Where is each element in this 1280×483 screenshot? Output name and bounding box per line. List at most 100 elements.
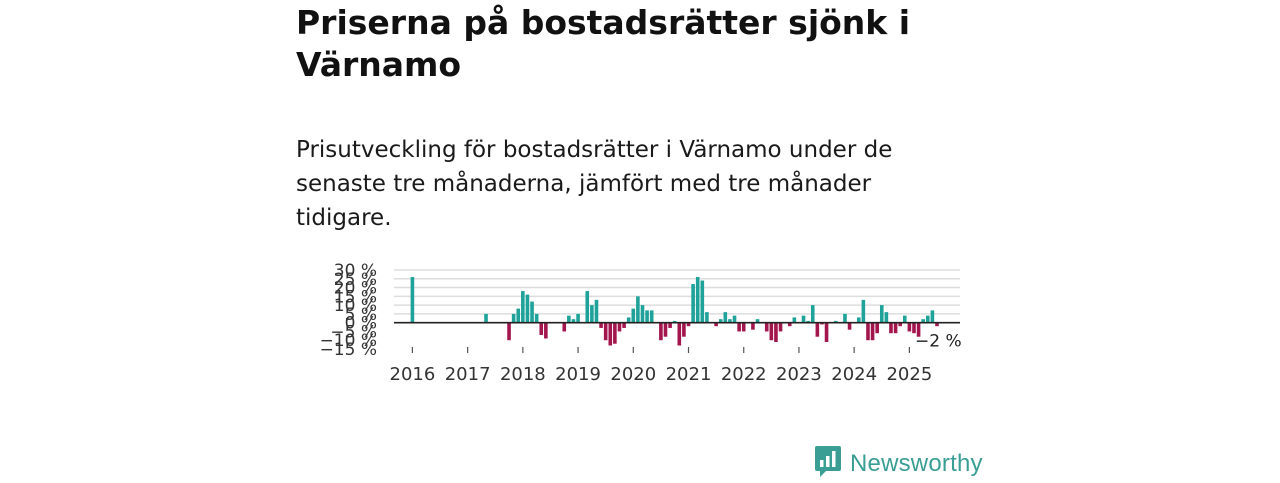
bar <box>659 322 663 341</box>
bar <box>516 308 521 323</box>
y-tick-label: −15 % <box>320 340 377 360</box>
y-tick-label: 5 % <box>345 305 377 325</box>
y-axis-tick-labels: 30 %25 %20 %15 %10 %5 %0 %−5 %−10 %−15 % <box>320 261 377 360</box>
y-tick-label: 30 % <box>334 261 377 281</box>
bar <box>534 313 539 323</box>
bar <box>636 296 640 323</box>
bar <box>686 322 691 327</box>
x-axis: 2016 2017 2018 2019 2020 2021 2022 2023 2024 2025 <box>390 347 932 385</box>
bar <box>672 320 677 323</box>
bar <box>820 322 824 325</box>
bar <box>884 312 889 323</box>
bar <box>608 322 613 346</box>
bar <box>847 322 852 330</box>
x-tick-label: 2022 <box>721 364 767 385</box>
bar <box>875 322 879 334</box>
y-tick-label: −10 % <box>320 331 377 351</box>
bar <box>484 313 488 323</box>
bar <box>925 315 930 323</box>
bar <box>893 322 898 334</box>
bar <box>410 277 415 323</box>
x-tick-label: 2017 <box>445 364 491 385</box>
bar <box>741 322 746 332</box>
bar <box>590 305 594 323</box>
brand-name: Newsworthy <box>850 450 983 477</box>
bar <box>613 322 617 344</box>
bar <box>861 299 866 323</box>
newsworthy-logo-icon <box>814 445 842 483</box>
bar <box>792 317 797 323</box>
bar <box>921 319 925 323</box>
bar <box>585 291 590 323</box>
bar <box>870 322 875 341</box>
bar <box>833 320 838 323</box>
bar <box>511 313 516 323</box>
bar <box>695 277 700 323</box>
bar <box>562 322 567 332</box>
bar <box>879 305 884 323</box>
bar <box>843 313 847 323</box>
bar <box>806 320 810 323</box>
bar <box>594 299 599 323</box>
bar <box>778 322 783 332</box>
bar <box>714 322 718 327</box>
x-tick-label: 2016 <box>390 364 436 385</box>
chart-subtitle: Prisutveckling för bostadsrätter i Värna… <box>296 137 893 231</box>
bar <box>626 317 631 323</box>
y-tick-label: −5 % <box>330 322 377 342</box>
bar <box>663 322 668 337</box>
bar <box>728 319 732 323</box>
bar <box>801 315 806 323</box>
bar <box>898 322 902 327</box>
latest-value-label: −2 % <box>915 332 962 352</box>
bar <box>889 322 893 334</box>
x-tick-label: 2018 <box>500 364 546 385</box>
y-tick-label: 15 % <box>334 287 377 307</box>
bar <box>912 322 916 334</box>
x-tick-label: 2023 <box>776 364 822 385</box>
y-tick-label: 10 % <box>334 296 377 316</box>
bar <box>815 322 820 337</box>
newsworthy-brand: Newsworthy <box>814 445 983 483</box>
chart-title: Priserna på bostadsrätter sjönk i Värnam… <box>296 3 911 84</box>
x-tick-label: 2019 <box>555 364 601 385</box>
bar <box>902 315 907 323</box>
bar <box>622 322 626 328</box>
bar <box>935 322 939 327</box>
bar <box>507 322 511 341</box>
bar <box>769 322 774 341</box>
bar <box>755 319 760 323</box>
bar <box>856 317 861 323</box>
bar <box>576 313 580 323</box>
bar <box>525 294 530 323</box>
bar <box>810 305 815 323</box>
bar <box>774 322 778 342</box>
bar <box>567 315 571 323</box>
bar <box>824 322 829 342</box>
bar <box>930 310 935 323</box>
bar <box>603 322 608 341</box>
bar <box>737 322 741 332</box>
bar <box>530 301 534 323</box>
bar <box>521 291 525 323</box>
bar <box>718 319 723 323</box>
x-tick-label: 2021 <box>666 364 712 385</box>
gridlines <box>394 269 960 315</box>
bar <box>916 322 921 337</box>
y-tick-label: 25 % <box>334 270 377 290</box>
bar <box>732 315 737 323</box>
x-tick-label: 2020 <box>610 364 656 385</box>
bar <box>649 310 654 323</box>
bar <box>571 319 576 323</box>
bar <box>907 322 912 332</box>
bar <box>668 322 672 328</box>
bar <box>682 322 686 337</box>
bar <box>723 312 728 323</box>
bars <box>410 277 939 346</box>
bar <box>700 280 705 323</box>
x-tick-label: 2025 <box>886 364 932 385</box>
bar <box>705 312 709 323</box>
bar <box>645 310 649 323</box>
x-tick-label: 2024 <box>831 364 877 385</box>
